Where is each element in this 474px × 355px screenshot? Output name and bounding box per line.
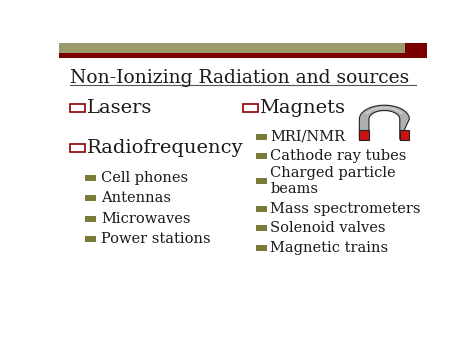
Bar <box>70 144 85 152</box>
Bar <box>85 236 96 242</box>
Bar <box>256 245 266 251</box>
Bar <box>70 104 85 112</box>
Bar <box>256 153 266 159</box>
Text: Charged particle
beams: Charged particle beams <box>271 165 396 196</box>
Bar <box>256 178 266 184</box>
Text: Cathode ray tubes: Cathode ray tubes <box>271 149 407 163</box>
Bar <box>59 43 405 53</box>
Bar <box>405 43 427 53</box>
Bar <box>256 134 266 140</box>
Bar <box>59 53 427 58</box>
Text: Lasers: Lasers <box>87 99 152 117</box>
Bar <box>85 175 96 181</box>
Bar <box>85 195 96 201</box>
Text: Magnets: Magnets <box>259 99 346 117</box>
Text: Solenoid valves: Solenoid valves <box>271 222 386 235</box>
Bar <box>243 104 258 112</box>
Text: Antennas: Antennas <box>101 191 172 206</box>
Polygon shape <box>359 130 369 140</box>
Polygon shape <box>400 130 410 140</box>
Polygon shape <box>359 105 410 140</box>
Text: Cell phones: Cell phones <box>101 171 189 185</box>
Polygon shape <box>365 107 404 114</box>
Bar <box>256 225 266 231</box>
Text: Non-Ionizing Radiation and sources: Non-Ionizing Radiation and sources <box>70 69 410 87</box>
Bar <box>256 206 266 212</box>
Text: Microwaves: Microwaves <box>101 212 191 226</box>
Text: Power stations: Power stations <box>101 233 211 246</box>
Bar <box>85 216 96 222</box>
Text: Magnetic trains: Magnetic trains <box>271 241 389 255</box>
Text: Mass spectrometers: Mass spectrometers <box>271 202 421 216</box>
Text: Radiofrequency: Radiofrequency <box>87 139 244 157</box>
Text: MRI/NMR: MRI/NMR <box>271 130 346 144</box>
